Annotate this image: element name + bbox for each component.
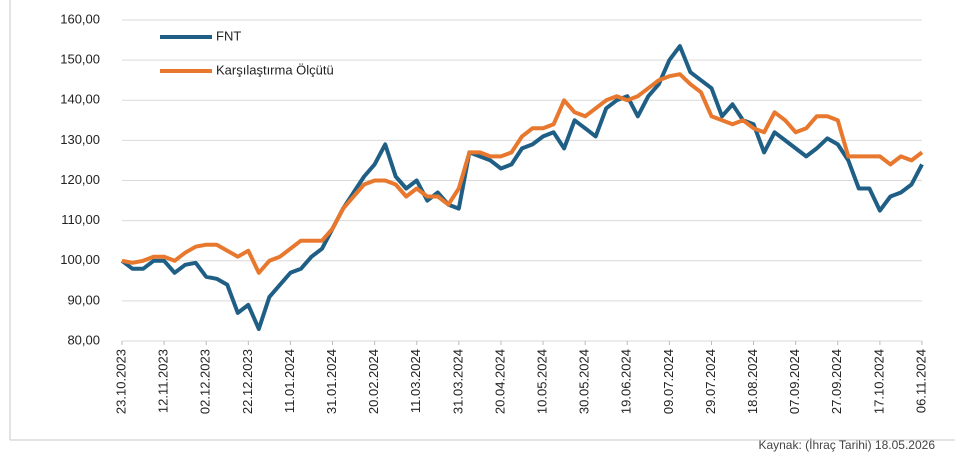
x-tick-label: 11.01.2024 bbox=[282, 349, 297, 413]
y-tick-label: 90,00 bbox=[67, 292, 100, 307]
x-tick-label: 30.05.2024 bbox=[577, 349, 592, 414]
x-tick-label: 02.12.2023 bbox=[198, 349, 213, 414]
x-tick-label: 11.03.2024 bbox=[408, 349, 423, 413]
y-tick-label: 110,00 bbox=[61, 212, 100, 227]
x-tick-label: 10.05.2024 bbox=[534, 349, 549, 414]
series-line bbox=[120, 44, 924, 331]
x-tick-label: 20.02.2024 bbox=[366, 349, 381, 414]
legend-label: FNT bbox=[216, 28, 241, 43]
y-tick-label: 140,00 bbox=[60, 92, 100, 107]
x-tick-label: 22.12.2023 bbox=[240, 349, 255, 414]
series-line bbox=[121, 72, 924, 275]
x-tick-label: 07.09.2024 bbox=[787, 349, 802, 414]
source-note: Kaynak: (İhraç Tarihi) 18.05.2026 bbox=[758, 438, 935, 452]
x-tick-label: 23.10.2023 bbox=[113, 349, 128, 414]
x-tick-label: 20.04.2024 bbox=[492, 349, 507, 414]
y-tick-label: 160,00 bbox=[60, 11, 100, 26]
y-tick-label: 80,00 bbox=[67, 332, 100, 347]
x-tick-label: 17.10.2024 bbox=[871, 349, 886, 414]
legend-label: Karşılaştırma Ölçütü bbox=[216, 62, 334, 77]
x-tick-label: 27.09.2024 bbox=[829, 349, 844, 414]
x-tick-label: 29.07.2024 bbox=[703, 349, 718, 414]
x-tick-label: 18.08.2024 bbox=[745, 349, 760, 414]
x-tick-label: 06.11.2024 bbox=[913, 349, 928, 413]
y-tick-label: 120,00 bbox=[60, 172, 100, 187]
y-tick-label: 150,00 bbox=[60, 52, 100, 67]
x-tick-label: 31.01.2024 bbox=[324, 349, 339, 414]
y-tick-label: 130,00 bbox=[60, 132, 100, 147]
x-tick-label: 12.11.2023 bbox=[156, 349, 171, 413]
x-tick-label: 19.06.2024 bbox=[619, 349, 634, 414]
x-tick-label: 09.07.2024 bbox=[661, 349, 676, 414]
x-tick-label: 31.03.2024 bbox=[450, 349, 465, 414]
y-tick-label: 100,00 bbox=[60, 252, 100, 267]
